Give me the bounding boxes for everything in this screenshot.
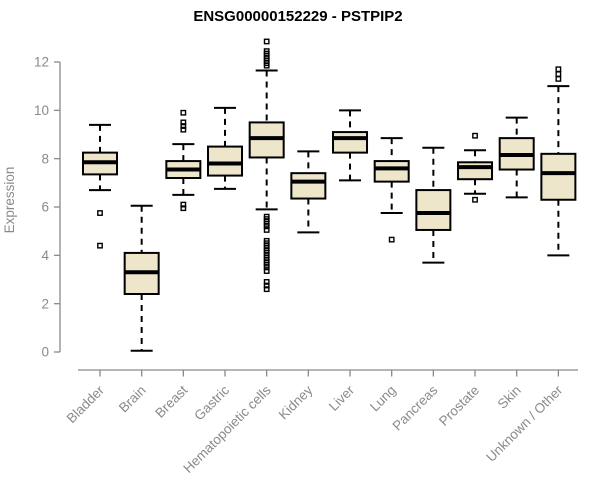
boxplot-pancreas — [415, 146, 452, 264]
iqr-box — [332, 131, 369, 154]
x-label-skin: Skin — [495, 383, 524, 412]
outlier-point — [472, 132, 478, 139]
outlier-point — [263, 38, 270, 45]
x-label-gastric: Gastric — [191, 382, 232, 423]
outlier-point — [180, 126, 187, 133]
outlier-point — [97, 210, 103, 216]
outlier-point — [263, 268, 270, 274]
outlier-point — [97, 242, 103, 249]
iqr-box — [373, 160, 410, 183]
x-label-breast: Breast — [152, 382, 190, 420]
x-label-unknown-other: Unknown / Other — [483, 382, 566, 465]
outlier-point — [180, 119, 187, 126]
boxplot-brain — [123, 204, 160, 352]
iqr-box — [290, 172, 327, 200]
outlier-point — [388, 236, 395, 243]
y-tick-label-2: 2 — [41, 296, 49, 311]
outlier-point — [263, 62, 270, 69]
x-label-brain: Brain — [116, 383, 149, 416]
x-label-pancreas: Pancreas — [390, 382, 441, 433]
outlier-point — [555, 76, 562, 82]
boxplot-kidney — [290, 150, 327, 234]
iqr-box — [207, 145, 244, 177]
iqr-box — [457, 161, 494, 181]
x-label-liver: Liver — [326, 382, 358, 414]
x-label-bladder: Bladder — [64, 382, 108, 426]
chart-title: ENSG00000152229 - PSTPIP2 — [193, 8, 402, 25]
boxplot-skin — [498, 116, 535, 199]
y-tick-label-10: 10 — [34, 103, 49, 118]
x-label-lung: Lung — [367, 383, 399, 415]
outlier-point — [555, 71, 562, 77]
y-tick-label-0: 0 — [41, 345, 49, 360]
outlier-point — [555, 66, 562, 73]
iqr-box — [540, 152, 577, 201]
boxplot-prostate — [457, 132, 494, 203]
x-label-kidney: Kidney — [276, 382, 316, 422]
outlier-point — [263, 279, 270, 285]
y-tick-label-12: 12 — [34, 55, 49, 70]
boxplot-liver — [332, 109, 369, 182]
outlier-point — [180, 201, 187, 208]
boxplot-gastric — [207, 106, 244, 190]
outlier-point — [263, 286, 270, 293]
y-tick-label-6: 6 — [41, 200, 49, 215]
outlier-point — [180, 205, 187, 212]
y-tick-label-4: 4 — [41, 248, 49, 263]
outlier-point — [263, 264, 270, 271]
boxplot-hematopoietic-cells — [248, 38, 285, 293]
boxplot-lung — [373, 137, 410, 243]
y-axis-label: Expression — [2, 167, 17, 234]
outlier-point — [263, 223, 270, 230]
boxplot-breast — [165, 109, 202, 212]
outlier-point — [263, 227, 270, 233]
iqr-box — [415, 189, 452, 231]
outlier-point — [263, 282, 270, 289]
boxplot-unknown-other — [540, 66, 577, 257]
y-tick-label-8: 8 — [41, 151, 49, 166]
outlier-point — [180, 109, 187, 116]
outlier-point — [472, 196, 478, 203]
boxplot-bladder — [82, 123, 118, 249]
outlier-point — [180, 123, 187, 129]
x-label-prostate: Prostate — [436, 383, 482, 429]
